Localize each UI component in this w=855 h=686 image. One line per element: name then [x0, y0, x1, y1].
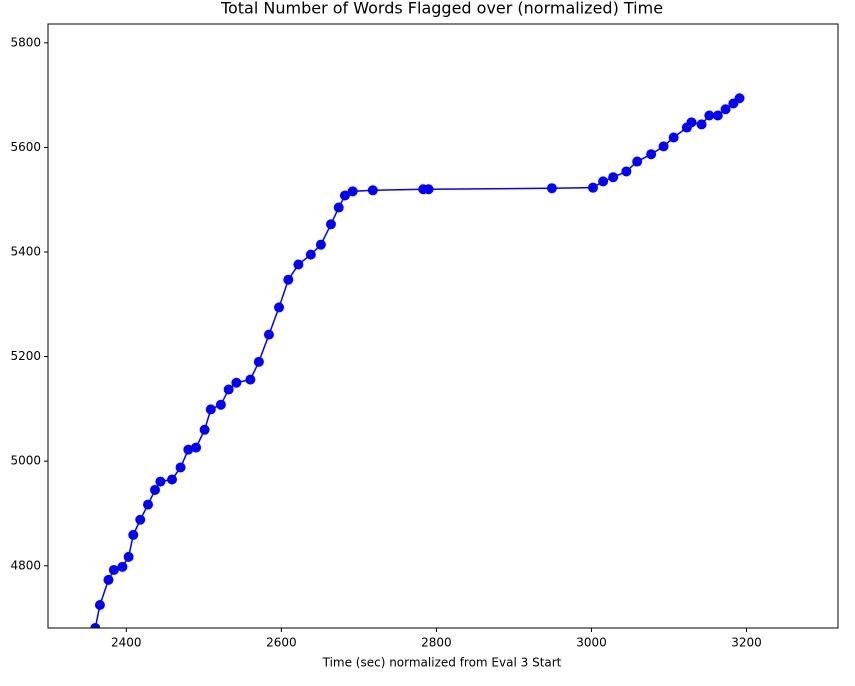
marker [231, 377, 242, 388]
marker [712, 110, 723, 121]
plot-area [90, 93, 745, 628]
marker [128, 529, 139, 540]
marker [339, 190, 350, 201]
marker [720, 104, 731, 115]
marker [135, 514, 146, 525]
marker [143, 499, 154, 510]
marker [183, 444, 194, 455]
marker [274, 302, 285, 313]
marker [191, 442, 202, 453]
marker [245, 374, 256, 385]
marker [283, 274, 294, 285]
marker [423, 184, 434, 195]
marker [223, 384, 234, 395]
x-tick-label: 3200 [731, 636, 762, 650]
marker [123, 551, 134, 562]
marker [199, 424, 210, 435]
marker [696, 119, 707, 130]
marker [367, 185, 378, 196]
y-tick-label: 5400 [10, 245, 41, 259]
marker [668, 132, 679, 143]
marker [333, 202, 344, 213]
marker [632, 156, 643, 167]
x-tick-label: 2800 [421, 636, 452, 650]
marker [90, 623, 101, 628]
marker [94, 599, 105, 610]
marker [588, 182, 599, 193]
chart-title: Total Number of Words Flagged over (norm… [220, 0, 663, 18]
marker [658, 141, 669, 152]
marker [263, 329, 274, 340]
marker [167, 474, 178, 485]
marker [621, 166, 632, 177]
marker [646, 149, 657, 160]
marker [103, 574, 114, 585]
y-tick-label: 5200 [10, 349, 41, 363]
marker [546, 183, 557, 194]
marker [108, 564, 119, 575]
marker [253, 356, 264, 367]
marker [205, 404, 216, 415]
marker [315, 239, 326, 250]
marker [175, 462, 186, 473]
y-tick-label: 5600 [10, 140, 41, 154]
marker [686, 117, 697, 128]
marker [305, 249, 316, 260]
marker [293, 259, 304, 270]
x-tick-label: 2400 [111, 636, 142, 650]
x-axis-label: Time (sec) normalized from Eval 3 Start [322, 656, 562, 670]
marker [347, 186, 358, 197]
marker [598, 176, 609, 187]
marker [149, 484, 160, 495]
marker [155, 476, 166, 487]
x-tick-label: 2600 [266, 636, 297, 650]
y-tick-label: 5800 [10, 35, 41, 49]
y-tick-label: 4800 [10, 558, 41, 572]
marker [704, 110, 715, 121]
series-line [94, 97, 741, 628]
marker [325, 219, 336, 230]
marker [734, 93, 745, 104]
x-tick-label: 3000 [576, 636, 607, 650]
y-tick-label: 5000 [10, 454, 41, 468]
marker [215, 399, 226, 410]
marker [117, 561, 128, 572]
axes-frame [47, 23, 839, 629]
marker [608, 172, 619, 183]
